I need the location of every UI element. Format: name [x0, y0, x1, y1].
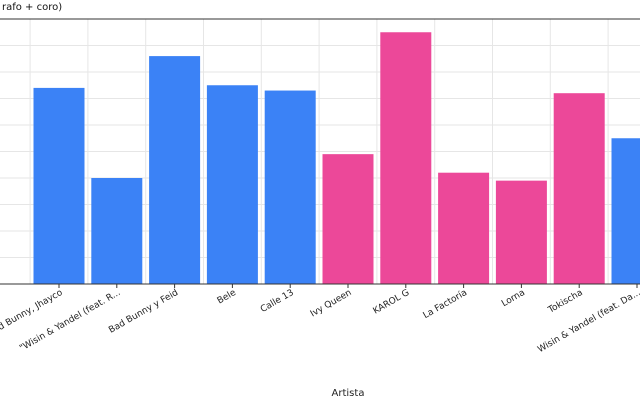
grid — [0, 19, 640, 284]
bar[interactable] — [611, 138, 640, 284]
x-tick-label: Bele — [216, 288, 239, 307]
x-tick-label: Calle 13 — [259, 288, 296, 315]
bars — [33, 32, 640, 285]
bar[interactable] — [322, 154, 374, 284]
bar[interactable] — [206, 85, 258, 284]
x-tick-label: Lorna — [500, 288, 527, 309]
x-tick-labels: Bad Bunny, Jhayco"Wisin & Yandel (feat. … — [0, 284, 640, 355]
x-tick-label: KAROL G — [372, 288, 412, 317]
bar[interactable] — [264, 90, 316, 284]
bar[interactable] — [380, 32, 432, 284]
bar[interactable] — [33, 87, 85, 285]
x-tick-label: Wisin & Yandel (feat. Da... — [536, 288, 640, 355]
chart-title: rafo + coro) — [2, 2, 62, 13]
x-tick-label: Tokischa — [546, 288, 585, 316]
x-tick-label: La Factoría — [422, 288, 469, 321]
x-axis-title: Artista — [332, 388, 365, 399]
bar[interactable] — [149, 56, 201, 284]
bar[interactable] — [495, 180, 547, 284]
x-tick-label: "Wisin & Yandel (feat. R... — [18, 288, 122, 354]
bar[interactable] — [438, 172, 490, 284]
bar[interactable] — [91, 178, 143, 284]
bar[interactable] — [553, 93, 605, 284]
x-tick-label: Ivy Queen — [309, 288, 354, 320]
